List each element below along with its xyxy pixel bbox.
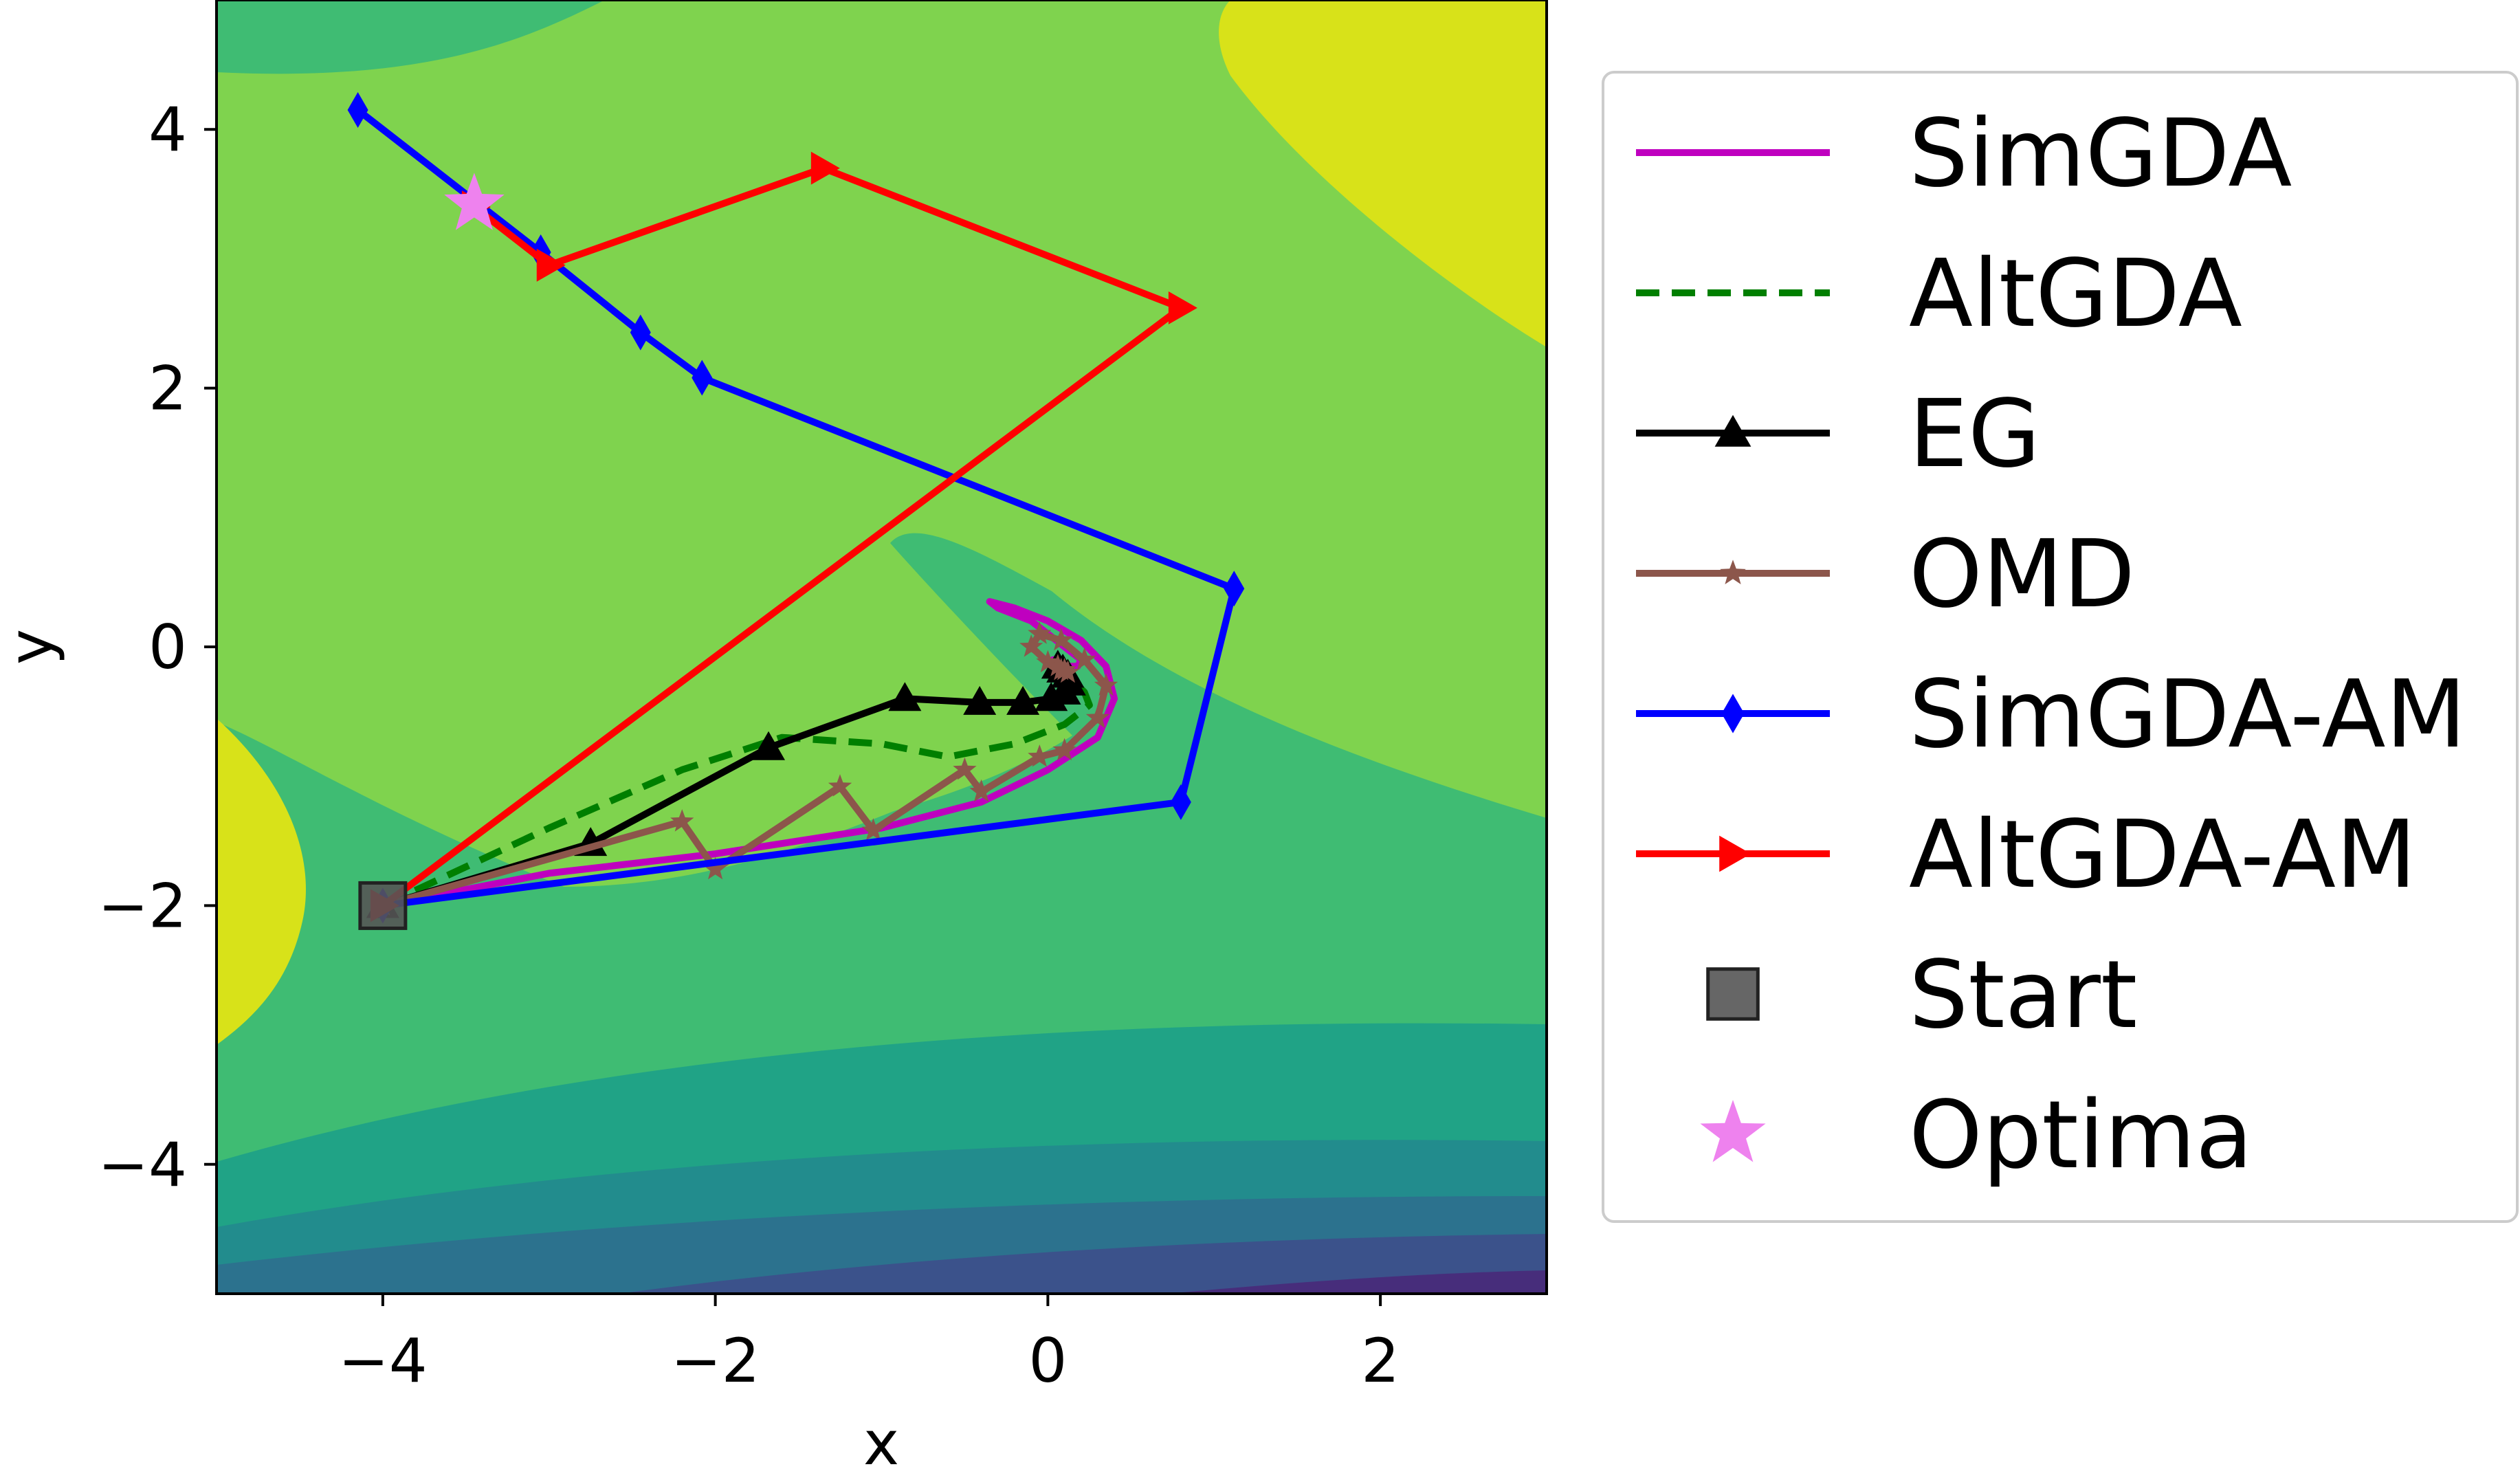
series-2-point-5 — [1006, 685, 1040, 715]
legend-label-4: SimGDA-AM — [1909, 661, 2466, 769]
series-2-point-4 — [963, 685, 997, 715]
legend-label-1: AltGDA — [1909, 240, 2242, 349]
series-layer — [347, 91, 1245, 930]
legend-label-6: Start — [1909, 941, 2137, 1050]
series-3-point-10 — [1094, 673, 1118, 696]
y-tick-label-0: −4 — [98, 1129, 187, 1200]
x-tick-label-0: −4 — [338, 1325, 428, 1396]
series-3-point-11 — [1072, 647, 1096, 670]
series-5-point-3 — [536, 248, 566, 282]
series-4-point-6 — [347, 91, 368, 128]
series-3-point-2 — [703, 857, 727, 880]
series-3-point-8 — [1052, 738, 1076, 761]
legend-marker-3 — [1720, 560, 1746, 584]
series-3-point-5 — [953, 757, 977, 780]
x-axis-label: x — [863, 1408, 899, 1479]
y-axis: −4 −2 0 2 4 — [98, 94, 217, 1200]
legend-item-1: AltGDA — [1636, 240, 2242, 349]
legend-items: SimGDA AltGDA EG OMD SimGDA-AM AltGDA-AM Start… — [1636, 100, 2466, 1190]
legend-item-6: Start — [1706, 941, 2137, 1050]
x-tick-label-3: 2 — [1361, 1325, 1400, 1396]
series-3-point-13 — [1028, 621, 1052, 644]
start-point — [358, 881, 408, 930]
y-tick-label-2: 0 — [148, 612, 187, 683]
legend-item-0: SimGDA — [1636, 100, 2292, 208]
series-5-point-2 — [810, 151, 840, 185]
legend-label-3: OMD — [1909, 520, 2135, 629]
legend-label-2: EG — [1909, 380, 2040, 489]
legend-item-2: EG — [1636, 380, 2040, 489]
legend-item-7: Optima — [1700, 1081, 2253, 1190]
legend: SimGDA AltGDA EG OMD SimGDA-AM AltGDA-AM Start… — [1602, 71, 2519, 1223]
series-3-point-9 — [1085, 705, 1110, 729]
series-3-point-4 — [861, 818, 885, 841]
series-3-point-7 — [1028, 744, 1052, 767]
legend-marker-5 — [1719, 835, 1751, 872]
legend-item-4: SimGDA-AM — [1636, 661, 2466, 769]
x-tick-label-1: −2 — [671, 1325, 760, 1396]
series-4-point-2 — [1224, 571, 1245, 607]
series-3-point-18 — [1052, 657, 1076, 681]
legend-marker-7 — [1700, 1100, 1766, 1162]
legend-item-3: OMD — [1636, 520, 2135, 629]
series-3-point-1 — [670, 809, 694, 832]
series-3-point-3 — [828, 774, 852, 797]
x-axis: −4 −2 0 2 — [338, 1294, 1400, 1396]
optima-point — [444, 173, 505, 230]
legend-marker-2 — [1714, 415, 1751, 447]
y-tick-label-4: 4 — [148, 94, 187, 165]
series-4-point-4 — [630, 314, 651, 351]
series-2-point-2 — [752, 731, 786, 760]
series-4-point-3 — [692, 360, 713, 396]
legend-item-5: AltGDA-AM — [1636, 801, 2416, 909]
legend-label-7: Optima — [1909, 1081, 2253, 1190]
x-tick-label-2: 0 — [1028, 1325, 1067, 1396]
y-tick-label-3: 2 — [148, 353, 187, 424]
legend-marker-6 — [1706, 967, 1760, 1021]
series-4-point-1 — [1170, 784, 1191, 820]
contour-background — [217, 0, 1547, 1294]
series-3-point-6 — [969, 779, 993, 802]
series-3-point-19 — [1046, 654, 1070, 676]
legend-label-5: AltGDA-AM — [1909, 801, 2416, 909]
series-2-point-3 — [888, 682, 922, 711]
series-5-point-1 — [1168, 291, 1197, 324]
legend-frame — [1602, 71, 2519, 1223]
series-3-point-14 — [1019, 634, 1043, 657]
legend-marker-4 — [1721, 694, 1745, 733]
y-tick-label-1: −2 — [98, 870, 187, 941]
series-3-point-15 — [1036, 650, 1060, 673]
series-3-point-12 — [1049, 628, 1073, 651]
legend-label-0: SimGDA — [1909, 100, 2292, 208]
y-axis-label: y — [0, 629, 66, 665]
